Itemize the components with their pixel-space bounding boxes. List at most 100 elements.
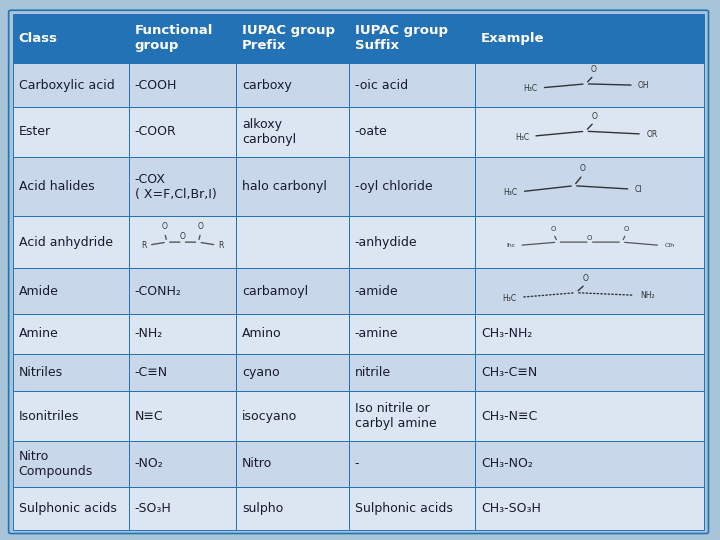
Bar xyxy=(129,157,236,217)
Text: O: O xyxy=(180,232,186,241)
Text: O: O xyxy=(582,274,588,283)
Bar xyxy=(13,107,129,157)
Text: -anhydide: -anhydide xyxy=(355,235,418,248)
Text: O: O xyxy=(551,226,557,232)
Bar xyxy=(236,157,349,217)
Text: -amide: -amide xyxy=(355,285,398,298)
Text: -CONH₂: -CONH₂ xyxy=(135,285,181,298)
Bar xyxy=(349,157,475,217)
Text: CH₃-N≡C: CH₃-N≡C xyxy=(481,410,537,423)
Text: -COX
( X=F,Cl,Br,I): -COX ( X=F,Cl,Br,I) xyxy=(135,173,217,200)
Bar xyxy=(13,157,129,217)
Bar xyxy=(475,487,704,530)
Bar xyxy=(236,354,349,391)
Bar xyxy=(349,354,475,391)
Text: O: O xyxy=(591,112,597,121)
Bar xyxy=(129,314,236,354)
Text: R: R xyxy=(219,241,224,250)
Text: halo carbonyl: halo carbonyl xyxy=(242,180,327,193)
Text: -oic acid: -oic acid xyxy=(355,79,408,92)
Bar xyxy=(349,268,475,314)
Text: O: O xyxy=(162,222,168,231)
Bar xyxy=(13,391,129,441)
Bar xyxy=(236,441,349,487)
Bar xyxy=(475,217,704,268)
Text: Sulphonic acids: Sulphonic acids xyxy=(19,502,117,515)
Text: OR: OR xyxy=(647,130,657,139)
Bar xyxy=(475,441,704,487)
Bar xyxy=(349,217,475,268)
Text: Isonitriles: Isonitriles xyxy=(19,410,79,423)
Text: CH₃-C≡N: CH₃-C≡N xyxy=(481,366,537,379)
Bar xyxy=(129,217,236,268)
Text: Amine: Amine xyxy=(19,327,58,340)
Text: Cl: Cl xyxy=(635,185,642,194)
Text: alkoxy
carbonyl: alkoxy carbonyl xyxy=(242,118,296,146)
Bar xyxy=(236,217,349,268)
Bar xyxy=(475,14,704,63)
Bar xyxy=(349,314,475,354)
Bar xyxy=(475,391,704,441)
Text: -oyl chloride: -oyl chloride xyxy=(355,180,432,193)
Text: Carboxylic acid: Carboxylic acid xyxy=(19,79,114,92)
Bar xyxy=(236,268,349,314)
Text: Iso nitrile or
carbyl amine: Iso nitrile or carbyl amine xyxy=(355,402,436,430)
Text: H₃C: H₃C xyxy=(523,84,538,93)
Bar xyxy=(13,314,129,354)
Text: Acid anhydride: Acid anhydride xyxy=(19,235,113,248)
Text: NH₂: NH₂ xyxy=(640,291,654,300)
Text: H₃C: H₃C xyxy=(503,294,516,302)
Text: O: O xyxy=(591,65,597,74)
Text: CH₃-NO₂: CH₃-NO₂ xyxy=(481,457,533,470)
Bar xyxy=(475,107,704,157)
Bar xyxy=(129,354,236,391)
Bar xyxy=(129,268,236,314)
Bar xyxy=(236,314,349,354)
Bar xyxy=(129,487,236,530)
Bar xyxy=(13,268,129,314)
Text: Nitro
Compounds: Nitro Compounds xyxy=(19,450,93,478)
Bar xyxy=(349,441,475,487)
Text: -SO₃H: -SO₃H xyxy=(135,502,171,515)
Text: carbamoyl: carbamoyl xyxy=(242,285,308,298)
Bar xyxy=(129,63,236,107)
Text: O: O xyxy=(198,222,204,231)
Text: -NO₂: -NO₂ xyxy=(135,457,163,470)
Text: Clh: Clh xyxy=(665,243,675,248)
Text: Nitro: Nitro xyxy=(242,457,272,470)
Text: cyano: cyano xyxy=(242,366,279,379)
Text: carboxy: carboxy xyxy=(242,79,292,92)
Text: CH₃-NH₂: CH₃-NH₂ xyxy=(481,327,533,340)
Bar xyxy=(129,391,236,441)
Text: Ester: Ester xyxy=(19,125,51,138)
Text: R: R xyxy=(141,241,147,250)
Bar xyxy=(475,314,704,354)
Bar xyxy=(475,63,704,107)
Bar xyxy=(475,268,704,314)
Text: N≡C: N≡C xyxy=(135,410,163,423)
Text: -NH₂: -NH₂ xyxy=(135,327,163,340)
Text: Functional
group: Functional group xyxy=(135,24,213,52)
Bar xyxy=(13,63,129,107)
Text: -: - xyxy=(355,457,359,470)
Bar xyxy=(129,107,236,157)
Text: OH: OH xyxy=(638,81,649,90)
Text: Sulphonic acids: Sulphonic acids xyxy=(355,502,452,515)
Bar xyxy=(13,14,129,63)
Text: O: O xyxy=(580,164,585,173)
Text: Acid halides: Acid halides xyxy=(19,180,94,193)
Text: lhc: lhc xyxy=(506,243,516,248)
Text: isocyano: isocyano xyxy=(242,410,297,423)
Text: CH₃-SO₃H: CH₃-SO₃H xyxy=(481,502,541,515)
Text: O: O xyxy=(587,235,593,241)
Bar xyxy=(236,14,349,63)
Bar xyxy=(13,217,129,268)
Text: H₃C: H₃C xyxy=(515,133,529,141)
Bar xyxy=(349,14,475,63)
Bar xyxy=(236,63,349,107)
Text: -COOH: -COOH xyxy=(135,79,177,92)
Bar xyxy=(349,63,475,107)
Text: -amine: -amine xyxy=(355,327,398,340)
Bar xyxy=(13,354,129,391)
Text: Nitriles: Nitriles xyxy=(19,366,63,379)
